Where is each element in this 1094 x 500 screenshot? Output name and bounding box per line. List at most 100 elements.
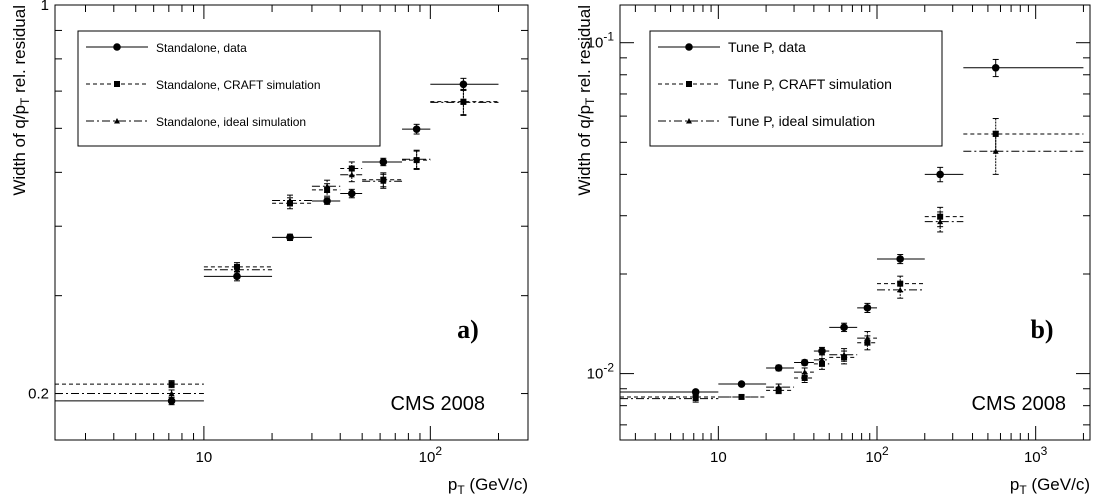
data-point-circle <box>113 43 121 51</box>
data-point-triangle <box>348 171 355 178</box>
legend-label: Tune P, data <box>728 39 806 55</box>
data-point <box>794 358 814 367</box>
data-point-square <box>286 200 293 207</box>
series-dashdot <box>620 130 1084 403</box>
series-dashdot <box>55 89 499 398</box>
data-point <box>718 393 767 400</box>
data-point-triangle <box>692 395 699 402</box>
series-dashed <box>620 118 1084 401</box>
data-point-circle <box>459 80 468 89</box>
y-tick-label-exponent: -2 <box>603 361 614 375</box>
legend-entry: Tune P, ideal simulation <box>658 113 875 129</box>
data-point-triangle <box>937 218 944 225</box>
data-point <box>857 302 878 313</box>
legend-entry: Tune P, data <box>658 39 806 55</box>
y-axis-ticks <box>620 42 1090 426</box>
x-tick-label: 103 <box>1024 444 1048 466</box>
legend-entry: Standalone, CRAFT simulation <box>86 78 321 92</box>
data-point-square <box>992 130 999 137</box>
data-point <box>813 354 830 366</box>
x-tick-label-exponent: 2 <box>882 444 889 458</box>
data-point-circle <box>348 189 356 198</box>
x-axis-ticks <box>634 5 1084 440</box>
data-point <box>203 271 273 282</box>
data-point-triangle <box>864 335 871 341</box>
data-point <box>829 348 858 362</box>
data-point <box>794 367 814 378</box>
data-point <box>829 350 858 365</box>
data-point <box>829 322 858 333</box>
data-point-triangle <box>686 118 692 124</box>
data-point <box>55 380 204 389</box>
data-point-circle <box>840 323 848 332</box>
data-point-square <box>168 381 175 388</box>
y-axis-title-subscript: T <box>583 97 597 105</box>
plot-frame <box>54 4 529 441</box>
data-point <box>766 364 795 372</box>
data-point-circle <box>685 43 693 51</box>
x-axis-title-unit: (GeV/c) <box>465 475 528 494</box>
legend-label: Standalone, ideal simulation <box>156 115 306 129</box>
data-point-square <box>841 354 848 361</box>
data-point <box>362 157 403 167</box>
legend-label: Standalone, data <box>156 41 247 55</box>
data-point <box>924 206 964 228</box>
series-solid <box>55 77 499 406</box>
x-axis-title-unit: (GeV/c) <box>1027 475 1090 494</box>
data-point <box>272 194 312 207</box>
y-tick-label: 1 <box>41 0 49 14</box>
legend: Standalone, data Standalone, CRAFT simula… <box>77 30 381 147</box>
data-point <box>924 166 964 183</box>
x-tick-label: 10 <box>196 449 213 466</box>
legend-box <box>77 30 381 147</box>
data-point <box>877 254 925 265</box>
data-point-triangle <box>286 197 293 203</box>
data-point-triangle <box>380 178 387 184</box>
x-axis-title-subscript: T <box>1019 483 1027 497</box>
data-point-circle <box>167 397 176 405</box>
data-point-circle <box>323 197 331 205</box>
x-axis-title: pT (GeV/c) <box>1010 475 1090 497</box>
data-point <box>620 388 719 396</box>
data-point-triangle <box>992 148 999 154</box>
data-point <box>963 130 1084 175</box>
panel-letter: a) <box>457 315 479 344</box>
data-point-triangle <box>818 356 825 363</box>
experiment-annotation: CMS 2008 <box>972 393 1067 415</box>
x-tick-label: 10 <box>710 449 727 466</box>
y-tick-label: 0.2 <box>28 386 49 403</box>
y-axis-title-tail: rel. residual <box>10 5 29 98</box>
data-point-square <box>801 374 808 381</box>
data-point <box>620 393 719 401</box>
x-axis-ticks <box>84 5 499 440</box>
x-axis-title: pT (GeV/c) <box>448 475 528 497</box>
data-point <box>203 264 273 275</box>
data-point <box>620 394 719 403</box>
data-point <box>340 167 363 183</box>
data-point <box>813 346 830 356</box>
data-point <box>766 383 795 391</box>
legend-label: Standalone, CRAFT simulation <box>156 78 321 92</box>
data-point-circle <box>896 255 904 263</box>
data-point <box>857 331 878 346</box>
data-point <box>311 179 341 193</box>
data-point-circle <box>379 158 388 166</box>
data-point-circle <box>800 358 809 367</box>
data-point <box>402 123 431 135</box>
data-point-circle <box>936 170 944 179</box>
data-point <box>272 197 312 210</box>
data-point-triangle <box>324 183 331 189</box>
data-point <box>55 396 204 406</box>
y-axis-title-tail: rel. residual <box>575 5 594 98</box>
data-point <box>55 389 204 398</box>
data-point-square <box>114 81 120 87</box>
data-point-triangle <box>738 393 745 400</box>
data-point-triangle <box>897 286 904 293</box>
data-point-triangle <box>114 118 120 124</box>
y-axis-title-subscript: T <box>18 97 32 105</box>
panel-letter: b) <box>1030 315 1053 344</box>
data-point-circle <box>737 380 746 388</box>
legend-entry: Tune P, CRAFT simulation <box>658 76 892 92</box>
